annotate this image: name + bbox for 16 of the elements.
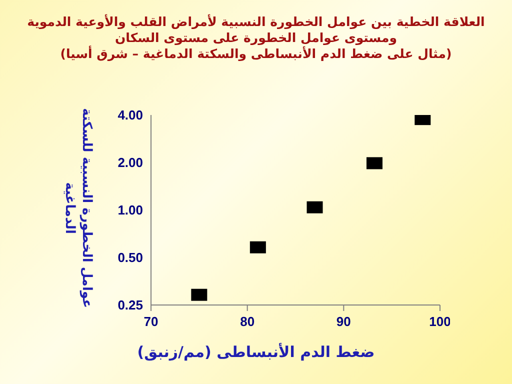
x-tick-label: 100 xyxy=(429,314,451,330)
y-axis-title: عوامل الخطورة النسبية للسكتة الدماغية xyxy=(61,108,95,308)
x-tick-label: 90 xyxy=(336,314,351,330)
x-axis-title: ضغط الدم الأنبساطى (مم/زنبق) xyxy=(136,343,376,361)
chart-title: العلاقة الخطية بين عوامل الخطورة النسبية لأمراض القلب والأوعية الدموية ومستوى عوامل الخطورة على مستوى السكان (مثال على ضغط الدم الأنبساطى والسكتة الدماغية – شرق أسيا) xyxy=(26,14,486,62)
point xyxy=(306,201,323,214)
y-tick-label: 1.00 xyxy=(118,202,143,218)
point xyxy=(191,288,208,301)
y-tick-label: 2.00 xyxy=(118,155,143,170)
point xyxy=(366,157,382,170)
x-tick-label: 70 xyxy=(144,314,158,330)
x-tick-label: 80 xyxy=(240,314,255,330)
y-tick-label: 0.25 xyxy=(118,298,143,313)
point xyxy=(250,241,266,254)
y-tick-label: 0.50 xyxy=(118,250,143,266)
y-tick-label: 4.00 xyxy=(118,108,143,123)
